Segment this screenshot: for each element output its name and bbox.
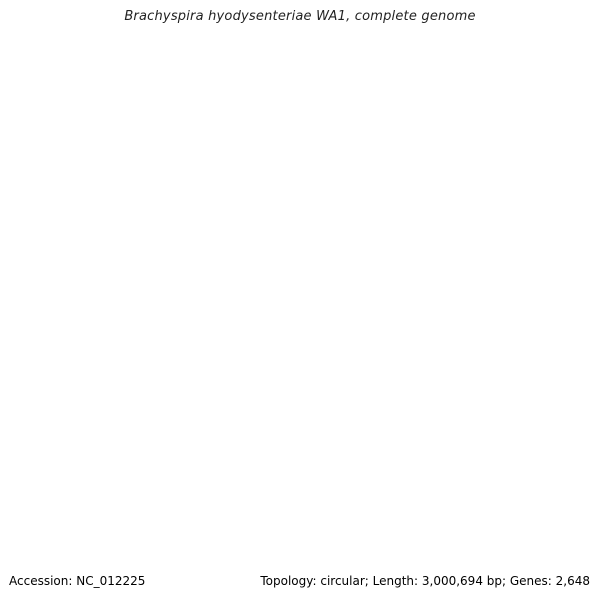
- accession-text: Accession: NC_012225: [9, 574, 146, 588]
- map-title: Brachyspira hyodysenteriae WA1, complete…: [124, 9, 476, 24]
- genome-summary-text: Topology: circular; Length: 3,000,694 bp…: [260, 574, 590, 588]
